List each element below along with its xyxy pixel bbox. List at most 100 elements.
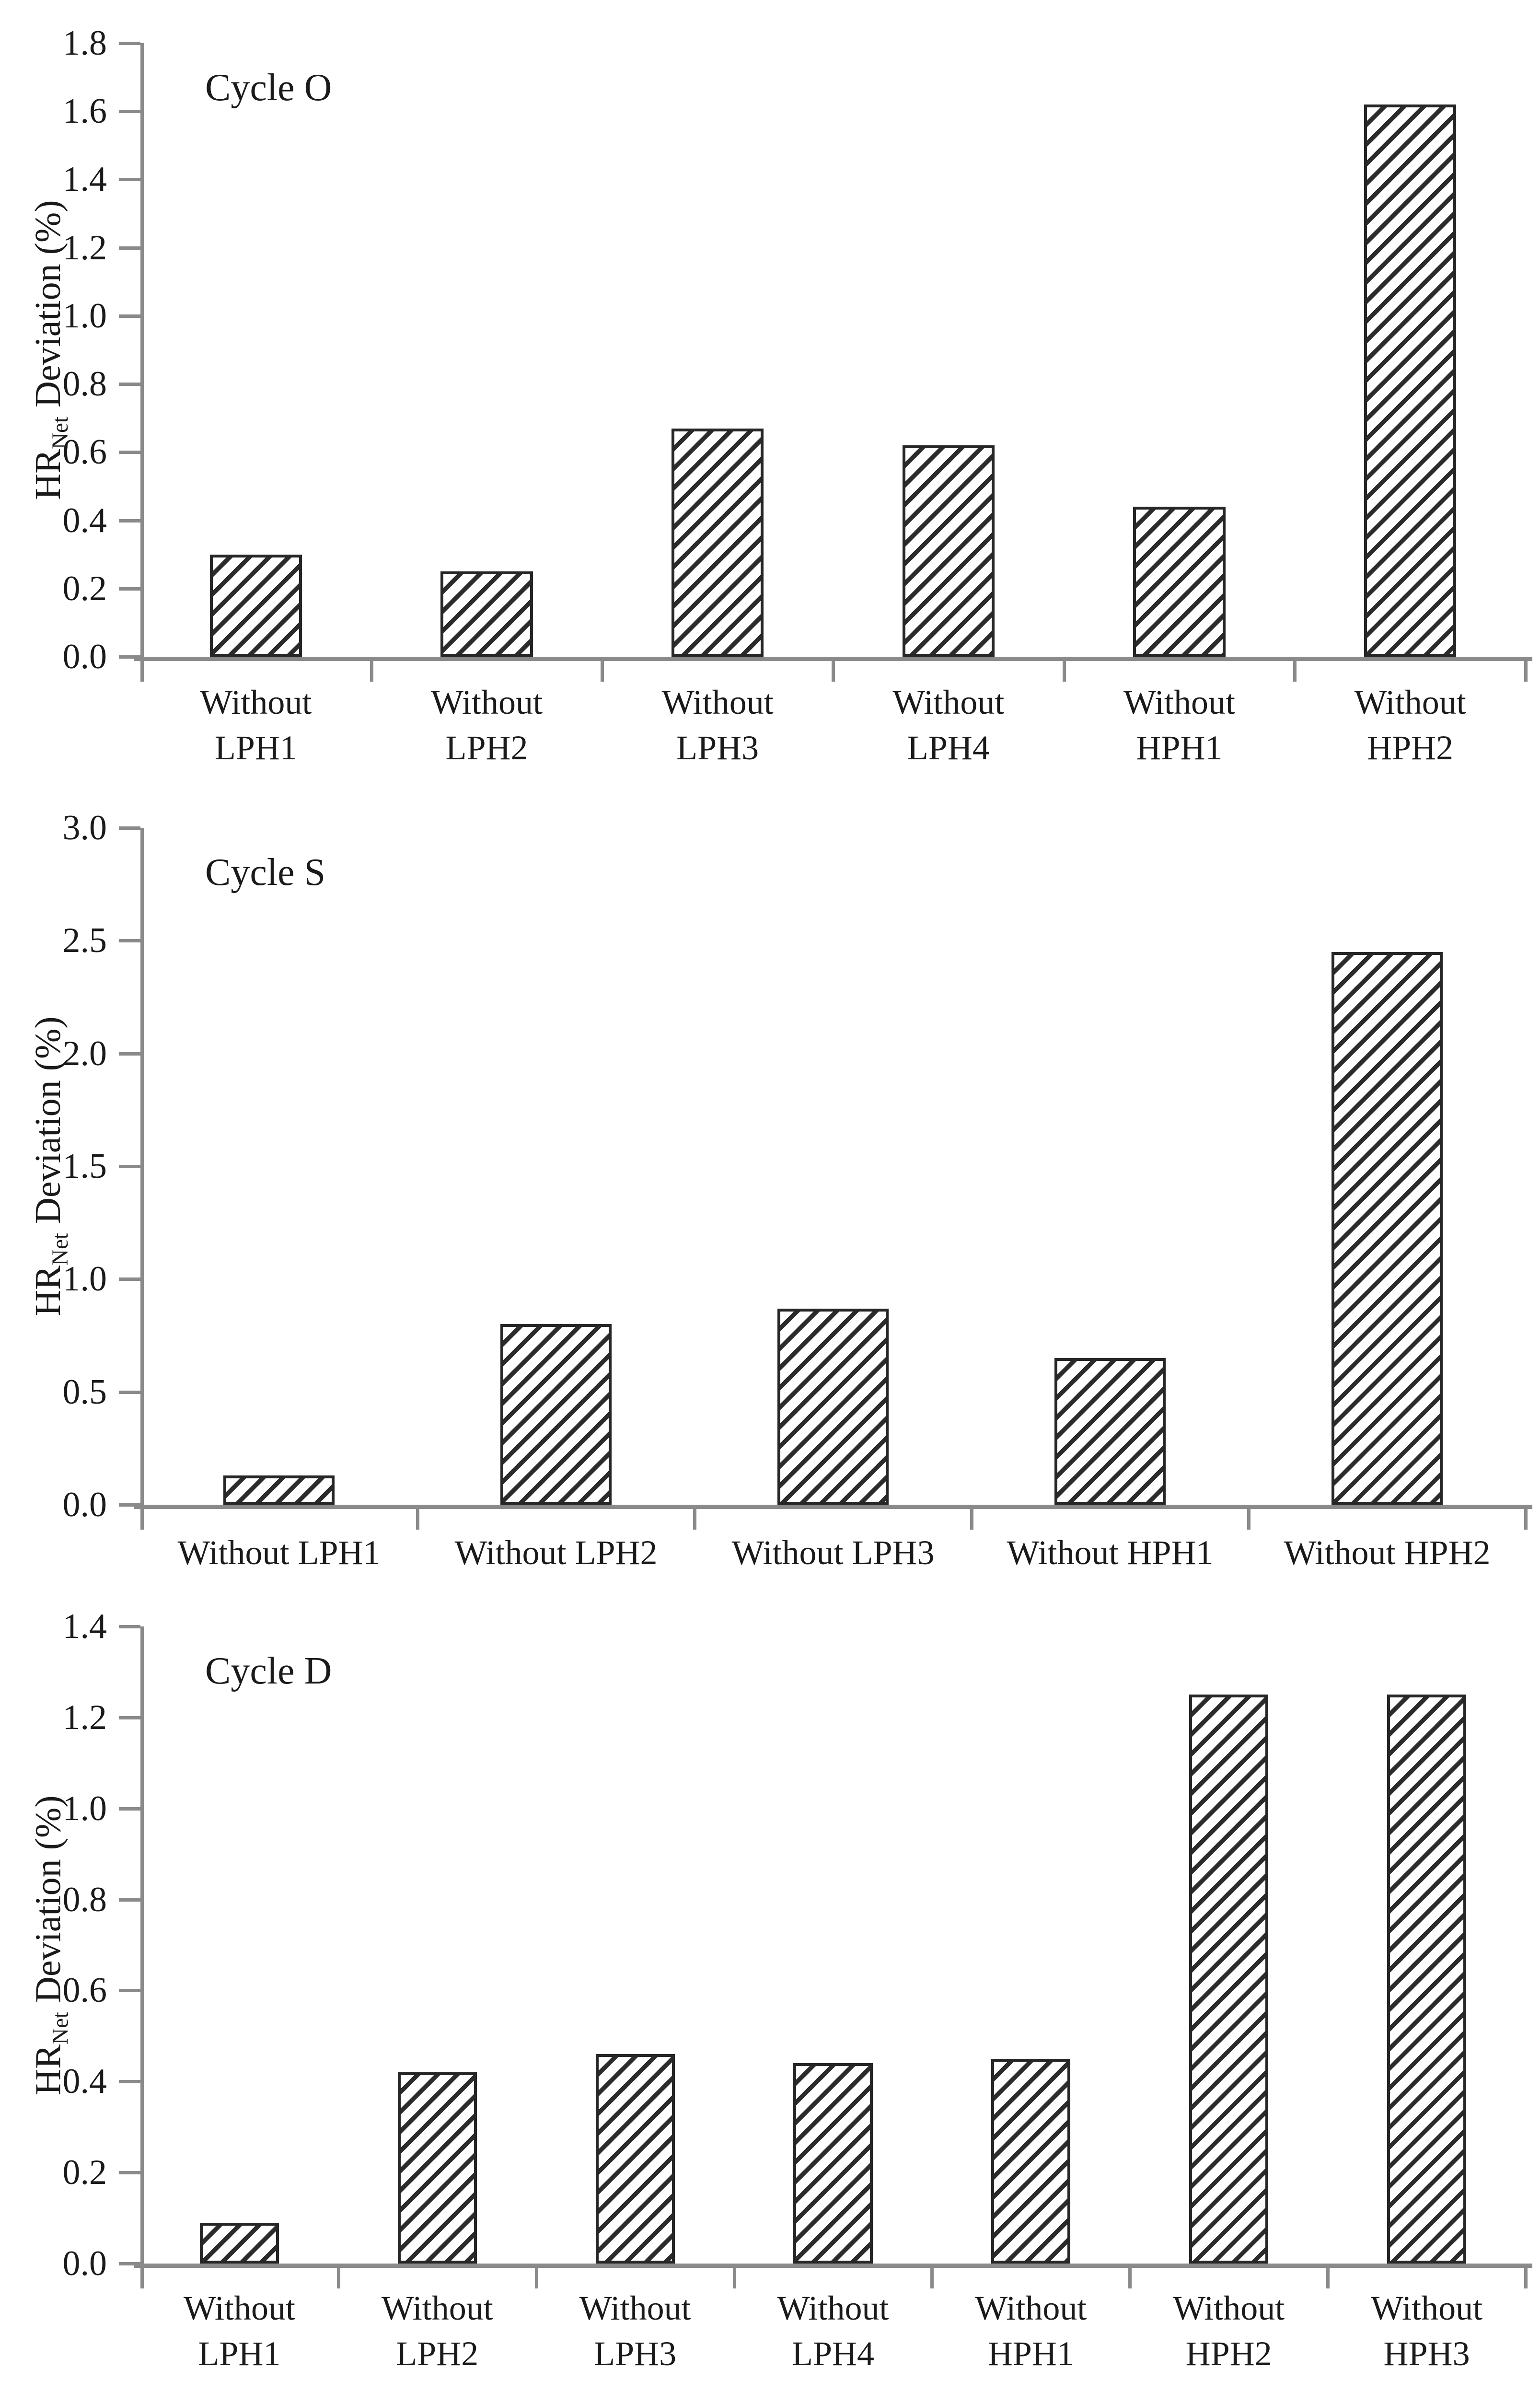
bar-without-lph3 xyxy=(671,428,764,657)
x-tick-mark xyxy=(534,2264,538,2288)
x-label-without-hph1: Without HPH1 xyxy=(972,1530,1249,1577)
x-tick-mark xyxy=(930,2264,934,2288)
x-label-line: Without xyxy=(200,683,312,721)
x-label-line: Without xyxy=(1123,683,1236,721)
x-label-line: Without LPH3 xyxy=(731,1533,935,1572)
x-tick-mark xyxy=(693,1505,696,1530)
x-tick-mark xyxy=(1247,1505,1251,1530)
y-tick-label: 0.2 xyxy=(62,569,107,608)
x-label-line: LPH3 xyxy=(676,729,759,767)
y-tick-label: 2.0 xyxy=(62,1033,107,1073)
x-label-without-lph3: Without LPH3 xyxy=(536,2286,734,2380)
x-label-line: Without LPH2 xyxy=(454,1533,658,1572)
y-axis-line xyxy=(140,1626,144,2288)
bar-without-lph1 xyxy=(223,1475,335,1505)
bar-without-hph1 xyxy=(1054,1358,1166,1505)
y-tick-mark xyxy=(119,1989,140,1993)
x-tick-mark xyxy=(1326,2264,1330,2288)
y-tick-mark xyxy=(119,451,140,454)
bar-without-lph3 xyxy=(777,1308,889,1505)
x-label-without-hph2: Without HPH2 xyxy=(1295,680,1526,774)
y-tick-label: 3.0 xyxy=(62,808,107,848)
y-tick-label: 1.0 xyxy=(62,296,107,336)
y-tick-label: 1.2 xyxy=(62,228,107,267)
y-tick-label: 0.0 xyxy=(62,2244,107,2283)
x-tick-mark xyxy=(336,2264,340,2288)
x-axis-line xyxy=(134,657,1532,661)
y-axis-line xyxy=(140,43,144,682)
x-tick-mark xyxy=(1128,2264,1132,2288)
x-label-line: Without xyxy=(183,2289,295,2327)
bar-without-hph2 xyxy=(1332,952,1443,1505)
x-label-line: LPH1 xyxy=(198,2334,281,2373)
y-tick-mark xyxy=(119,1807,140,1811)
y-tick-label: 1.0 xyxy=(62,1788,107,1828)
y-axis-line xyxy=(140,828,144,1530)
x-label-line: Without xyxy=(661,683,774,721)
x-label-line: HPH2 xyxy=(1367,729,1454,767)
bar-without-hph2 xyxy=(1189,1695,1269,2264)
y-tick-mark xyxy=(119,519,140,523)
x-label-without-hph3: Without HPH3 xyxy=(1328,2286,1526,2380)
chart-title: Cycle O xyxy=(205,67,332,109)
y-tick-label: 1.2 xyxy=(62,1697,107,1737)
x-tick-mark xyxy=(1524,1505,1528,1530)
x-axis-line xyxy=(134,2264,1532,2268)
x-label-line: Without xyxy=(1173,2289,1285,2327)
y-tick-mark xyxy=(119,2262,140,2265)
x-label-line: Without HPH2 xyxy=(1284,1533,1491,1572)
y-tick-label: 1.0 xyxy=(62,1259,107,1299)
y-tick-label: 0.6 xyxy=(62,432,107,472)
y-tick-label: 0.0 xyxy=(62,1485,107,1524)
x-label-without-hph1: Without HPH1 xyxy=(932,2286,1130,2380)
x-tick-mark xyxy=(1524,657,1528,682)
bar-without-hph1 xyxy=(1133,507,1226,657)
y-tick-label: 0.8 xyxy=(62,364,107,404)
y-tick-mark xyxy=(119,42,140,45)
x-label-line: LPH4 xyxy=(907,729,990,767)
x-label-line: HPH1 xyxy=(987,2334,1074,2373)
bar-without-lph1 xyxy=(209,554,302,657)
x-tick-mark xyxy=(1062,657,1066,682)
x-label-line: Without xyxy=(975,2289,1087,2327)
x-label-without-lph2: Without LPH2 xyxy=(338,2286,536,2380)
x-label-line: LPH4 xyxy=(791,2334,874,2373)
chart-title: Cycle D xyxy=(205,1650,332,1692)
bar-without-hph1 xyxy=(991,2058,1071,2264)
x-tick-mark xyxy=(732,2264,736,2288)
bar-without-lph3 xyxy=(595,2054,675,2264)
chart-title: Cycle S xyxy=(205,851,326,894)
y-tick-mark xyxy=(119,939,140,943)
bar-without-lph1 xyxy=(199,2222,279,2264)
y-tick-mark xyxy=(119,2080,140,2084)
x-label-without-hph1: Without HPH1 xyxy=(1064,680,1295,774)
x-tick-mark xyxy=(832,657,835,682)
y-axis-title-subscript: Net xyxy=(48,2011,73,2044)
x-label-line: Without xyxy=(1354,683,1466,721)
y-tick-mark xyxy=(119,178,140,182)
x-tick-mark xyxy=(416,1505,419,1530)
y-tick-label: 2.5 xyxy=(62,921,107,961)
y-tick-mark xyxy=(119,587,140,591)
y-tick-mark xyxy=(119,246,140,250)
bar-without-lph2 xyxy=(440,571,533,657)
x-tick-mark xyxy=(970,1505,973,1530)
y-tick-mark xyxy=(119,1390,140,1394)
y-tick-mark xyxy=(119,1625,140,1628)
y-tick-label: 0.8 xyxy=(62,1880,107,1919)
y-tick-mark xyxy=(119,1716,140,1719)
bar-without-lph2 xyxy=(397,2072,477,2264)
x-axis-line xyxy=(134,1505,1532,1509)
bar-without-lph4 xyxy=(793,2063,873,2264)
y-tick-label: 1.8 xyxy=(62,23,107,63)
x-label-line: Without xyxy=(892,683,1005,721)
x-label-without-lph1: Without LPH1 xyxy=(140,1530,417,1577)
y-tick-mark xyxy=(119,314,140,318)
x-label-line: LPH1 xyxy=(214,729,297,767)
x-label-line: HPH1 xyxy=(1136,729,1223,767)
y-tick-label: 1.4 xyxy=(62,1607,107,1646)
y-tick-label: 0.5 xyxy=(62,1372,107,1412)
